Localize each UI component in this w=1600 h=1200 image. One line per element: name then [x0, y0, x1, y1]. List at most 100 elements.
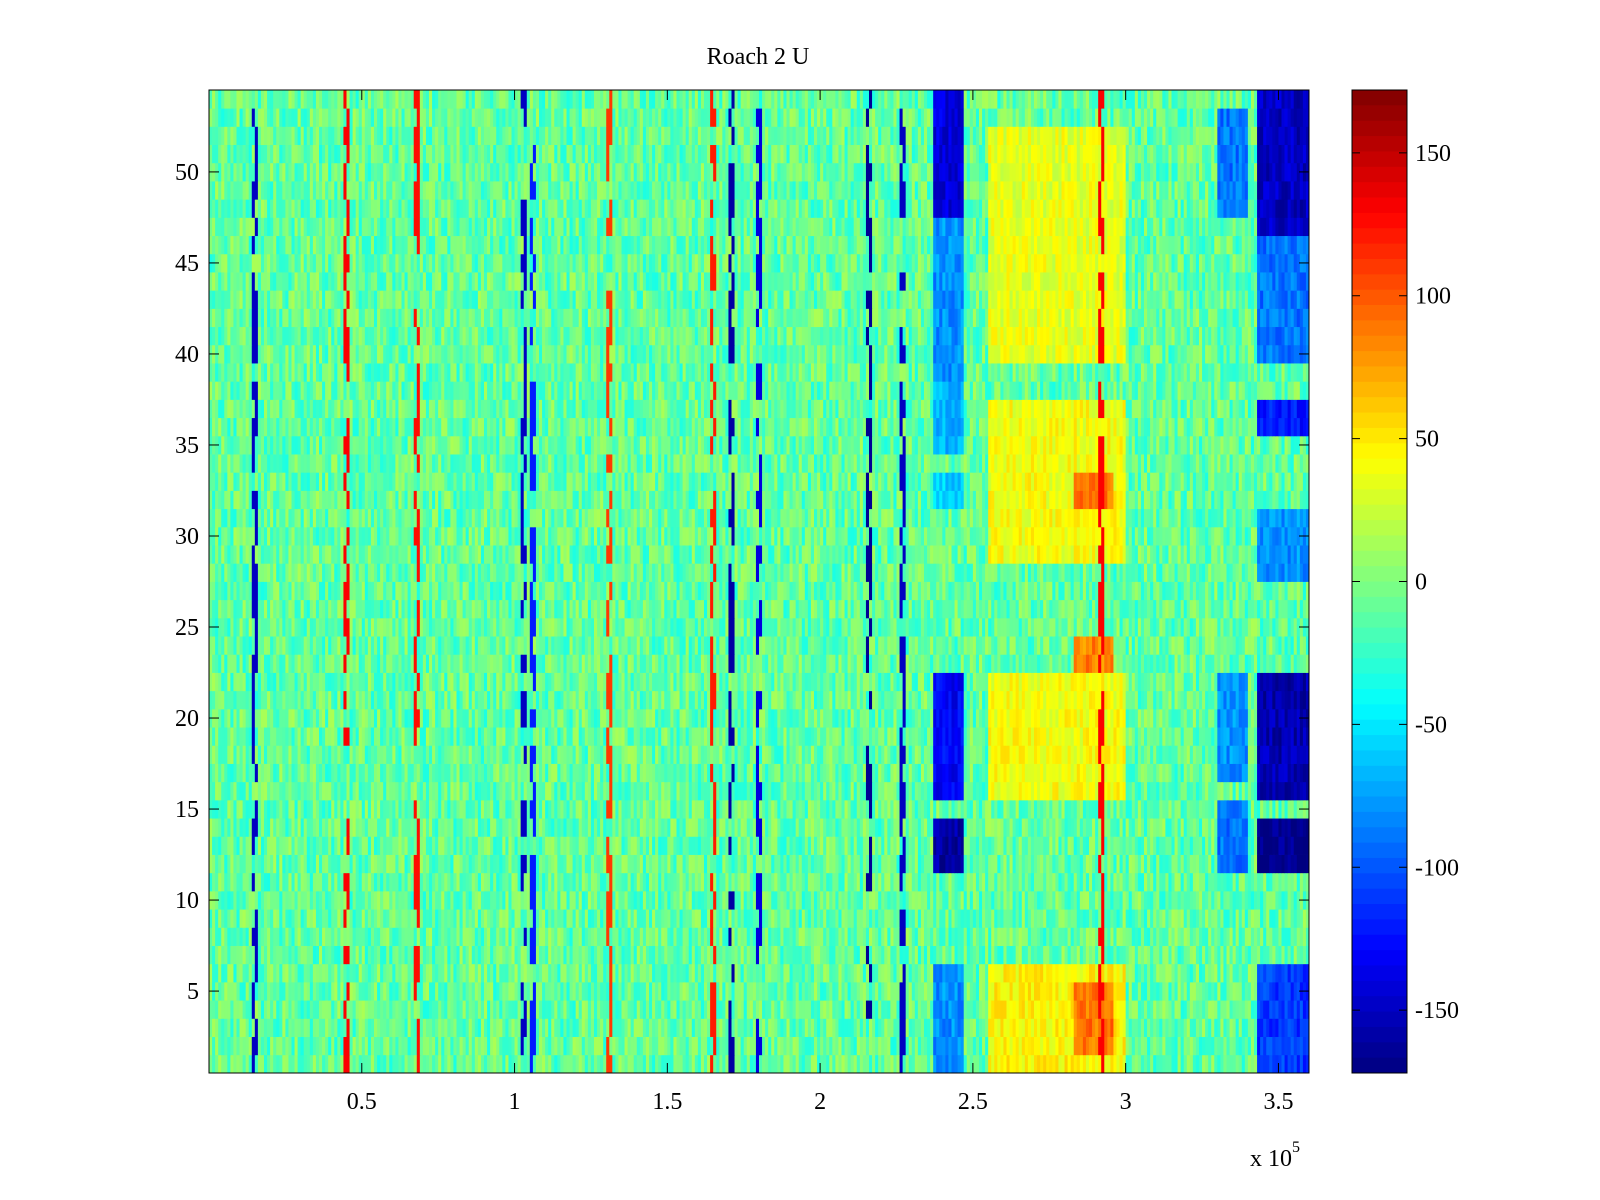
heatmap-cell	[845, 927, 848, 946]
heatmap-cell	[597, 873, 600, 892]
heatmap-cell	[258, 982, 261, 1001]
heatmap-cell	[622, 982, 625, 1001]
heatmap-cell	[1043, 1018, 1046, 1037]
heatmap-cell	[612, 927, 615, 946]
heatmap-cell	[377, 818, 380, 837]
heatmap-cell	[646, 982, 649, 1001]
heatmap-cell	[1196, 1000, 1199, 1019]
heatmap-cell	[649, 946, 652, 965]
heatmap-cell	[1049, 982, 1052, 1001]
heatmap-cell	[1055, 1018, 1058, 1037]
heatmap-cell	[1175, 1000, 1178, 1019]
heatmap-cell	[787, 1055, 790, 1074]
heatmap-cell	[524, 818, 527, 837]
heatmap-cell	[832, 946, 835, 965]
heatmap-cell	[233, 1000, 236, 1019]
heatmap-cell	[1214, 1037, 1217, 1056]
heatmap-cell	[398, 818, 401, 837]
heatmap-cell	[1080, 1000, 1083, 1019]
heatmap-cell	[1068, 836, 1071, 855]
heatmap-cell	[548, 836, 551, 855]
heatmap-cell	[444, 982, 447, 1001]
heatmap-cell	[988, 946, 991, 965]
heatmap-cell	[576, 818, 579, 837]
heatmap-cell	[689, 927, 692, 946]
heatmap-cell	[1016, 1000, 1019, 1019]
heatmap-cell	[790, 1000, 793, 1019]
heatmap-cell	[1278, 836, 1281, 855]
heatmap-cell	[1135, 818, 1138, 837]
heatmap-cell	[392, 1000, 395, 1019]
heatmap-cell	[548, 855, 551, 874]
heatmap-cell	[707, 964, 710, 983]
heatmap-cell	[285, 818, 288, 837]
heatmap-cell	[1016, 855, 1019, 874]
heatmap-cell	[615, 909, 618, 928]
heatmap-cell	[930, 818, 933, 837]
heatmap-cell	[1159, 891, 1162, 910]
heatmap-cell	[655, 818, 658, 837]
heatmap-cell	[1135, 927, 1138, 946]
heatmap-cell	[270, 873, 273, 892]
heatmap-cell	[563, 1037, 566, 1056]
heatmap-cell	[1104, 1037, 1107, 1056]
heatmap-cell	[680, 946, 683, 965]
heatmap-cell	[429, 1000, 432, 1019]
heatmap-cell	[490, 1055, 493, 1074]
heatmap-cell	[1282, 1055, 1285, 1074]
heatmap-cell	[438, 1037, 441, 1056]
heatmap-cell	[1251, 909, 1254, 928]
heatmap-cell	[1147, 964, 1150, 983]
heatmap-cell	[695, 818, 698, 837]
heatmap-cell	[460, 982, 463, 1001]
heatmap-cell	[343, 873, 346, 892]
heatmap-cell	[625, 855, 628, 874]
heatmap-cell	[536, 1018, 539, 1037]
heatmap-cell	[560, 1037, 563, 1056]
heatmap-cell	[1141, 1037, 1144, 1056]
heatmap-cell	[1251, 982, 1254, 1001]
heatmap-cell	[680, 1055, 683, 1074]
heatmap-cell	[246, 836, 249, 855]
heatmap-cell	[649, 982, 652, 1001]
heatmap-cell	[903, 946, 906, 965]
heatmap-cell	[1233, 836, 1236, 855]
heatmap-cell	[447, 873, 450, 892]
heatmap-cell	[301, 1000, 304, 1019]
heatmap-cell	[921, 1000, 924, 1019]
heatmap-cell	[1288, 1000, 1291, 1019]
heatmap-cell	[631, 964, 634, 983]
heatmap-cell	[365, 927, 368, 946]
heatmap-cell	[588, 946, 591, 965]
heatmap-cell	[240, 964, 243, 983]
heatmap-cell	[374, 909, 377, 928]
heatmap-cell	[618, 982, 621, 1001]
heatmap-cell	[1046, 964, 1049, 983]
heatmap-cell	[438, 855, 441, 874]
heatmap-cell	[609, 909, 612, 928]
heatmap-cell	[860, 1018, 863, 1037]
heatmap-cell	[930, 891, 933, 910]
heatmap-cell	[1162, 946, 1165, 965]
heatmap-cell	[973, 927, 976, 946]
heatmap-cell	[820, 964, 823, 983]
heatmap-cell	[255, 873, 258, 892]
heatmap-cell	[930, 855, 933, 874]
heatmap-cell	[673, 891, 676, 910]
heatmap-cell	[1260, 964, 1263, 983]
heatmap-cell	[955, 873, 958, 892]
heatmap-cell	[640, 1018, 643, 1037]
heatmap-cell	[1178, 1037, 1181, 1056]
heatmap-cell	[573, 1018, 576, 1037]
heatmap-cell	[903, 1018, 906, 1037]
heatmap-cell	[1159, 909, 1162, 928]
heatmap-cell	[725, 818, 728, 837]
heatmap-cell	[1040, 836, 1043, 855]
heatmap-cell	[1144, 818, 1147, 837]
heatmap-cell	[1202, 1037, 1205, 1056]
heatmap-cell	[536, 1000, 539, 1019]
heatmap-cell	[340, 1018, 343, 1037]
heatmap-cell	[450, 873, 453, 892]
heatmap-cell	[689, 909, 692, 928]
heatmap-cell	[1074, 1055, 1077, 1074]
